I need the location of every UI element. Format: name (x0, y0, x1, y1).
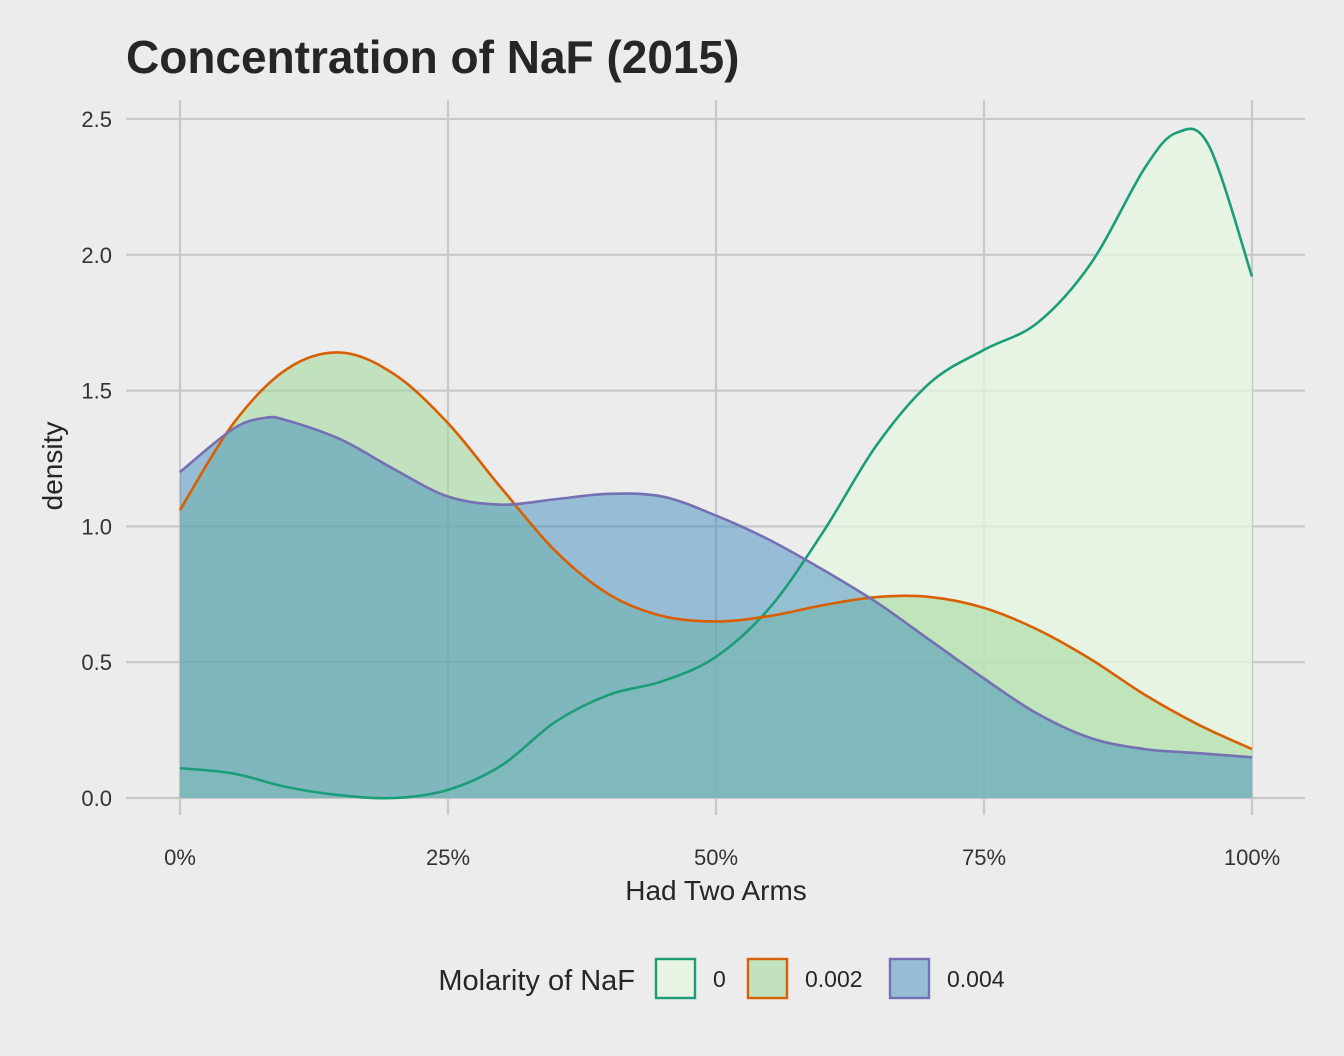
legend-items: 0 0.002 0.004 (654, 957, 1005, 1000)
density-lines (178, 127, 1254, 800)
x-tick-label-3: 75% (962, 845, 1006, 870)
y-tick-label-5: 2.5 (81, 107, 112, 132)
density-area-series-2 (180, 417, 1252, 798)
density-line-series-1 (178, 351, 1253, 751)
x-axis-ticks: 0% 25% 50% 75% 100% (164, 845, 1280, 870)
legend-item-0: 0 (654, 957, 726, 1000)
legend-key-2 (888, 957, 931, 1000)
y-axis-ticks: 0.0 0.5 1.0 1.5 2.0 2.5 (81, 107, 112, 811)
legend-key-0 (654, 957, 697, 1000)
legend-label-0: 0 (713, 966, 726, 992)
density-line-series-0 (179, 127, 1254, 800)
density-line-series-2 (179, 415, 1253, 759)
y-tick-label-1: 0.5 (81, 650, 112, 675)
y-tick-label-2: 1.0 (81, 514, 112, 539)
y-tick-label-0: 0.0 (81, 786, 112, 811)
legend-key-bg-2 (889, 958, 930, 999)
legend-item-2: 0.004 (888, 957, 1005, 1000)
y-tick-label-3: 1.5 (81, 379, 112, 404)
y-tick-label-4: 2.0 (81, 243, 112, 268)
x-tick-label-0: 0% (164, 845, 196, 870)
y-axis-title: density (37, 422, 68, 511)
chart-title: Concentration of NaF (2015) (126, 31, 739, 83)
legend: Molarity of NaF 0 0.002 0.004 (438, 957, 1005, 1000)
legend-item-1: 0.002 (746, 957, 863, 1000)
legend-label-2: 0.004 (947, 966, 1005, 992)
density-areas (180, 128, 1252, 799)
x-axis-title: Had Two Arms (625, 875, 807, 906)
x-tick-label-2: 50% (694, 845, 738, 870)
density-area-series-1 (180, 352, 1252, 798)
x-tick-label-1: 25% (426, 845, 470, 870)
legend-label-1: 0.002 (805, 966, 863, 992)
x-tick-label-4: 100% (1224, 845, 1280, 870)
legend-title: Molarity of NaF (438, 965, 635, 997)
legend-key-1 (746, 957, 789, 1000)
